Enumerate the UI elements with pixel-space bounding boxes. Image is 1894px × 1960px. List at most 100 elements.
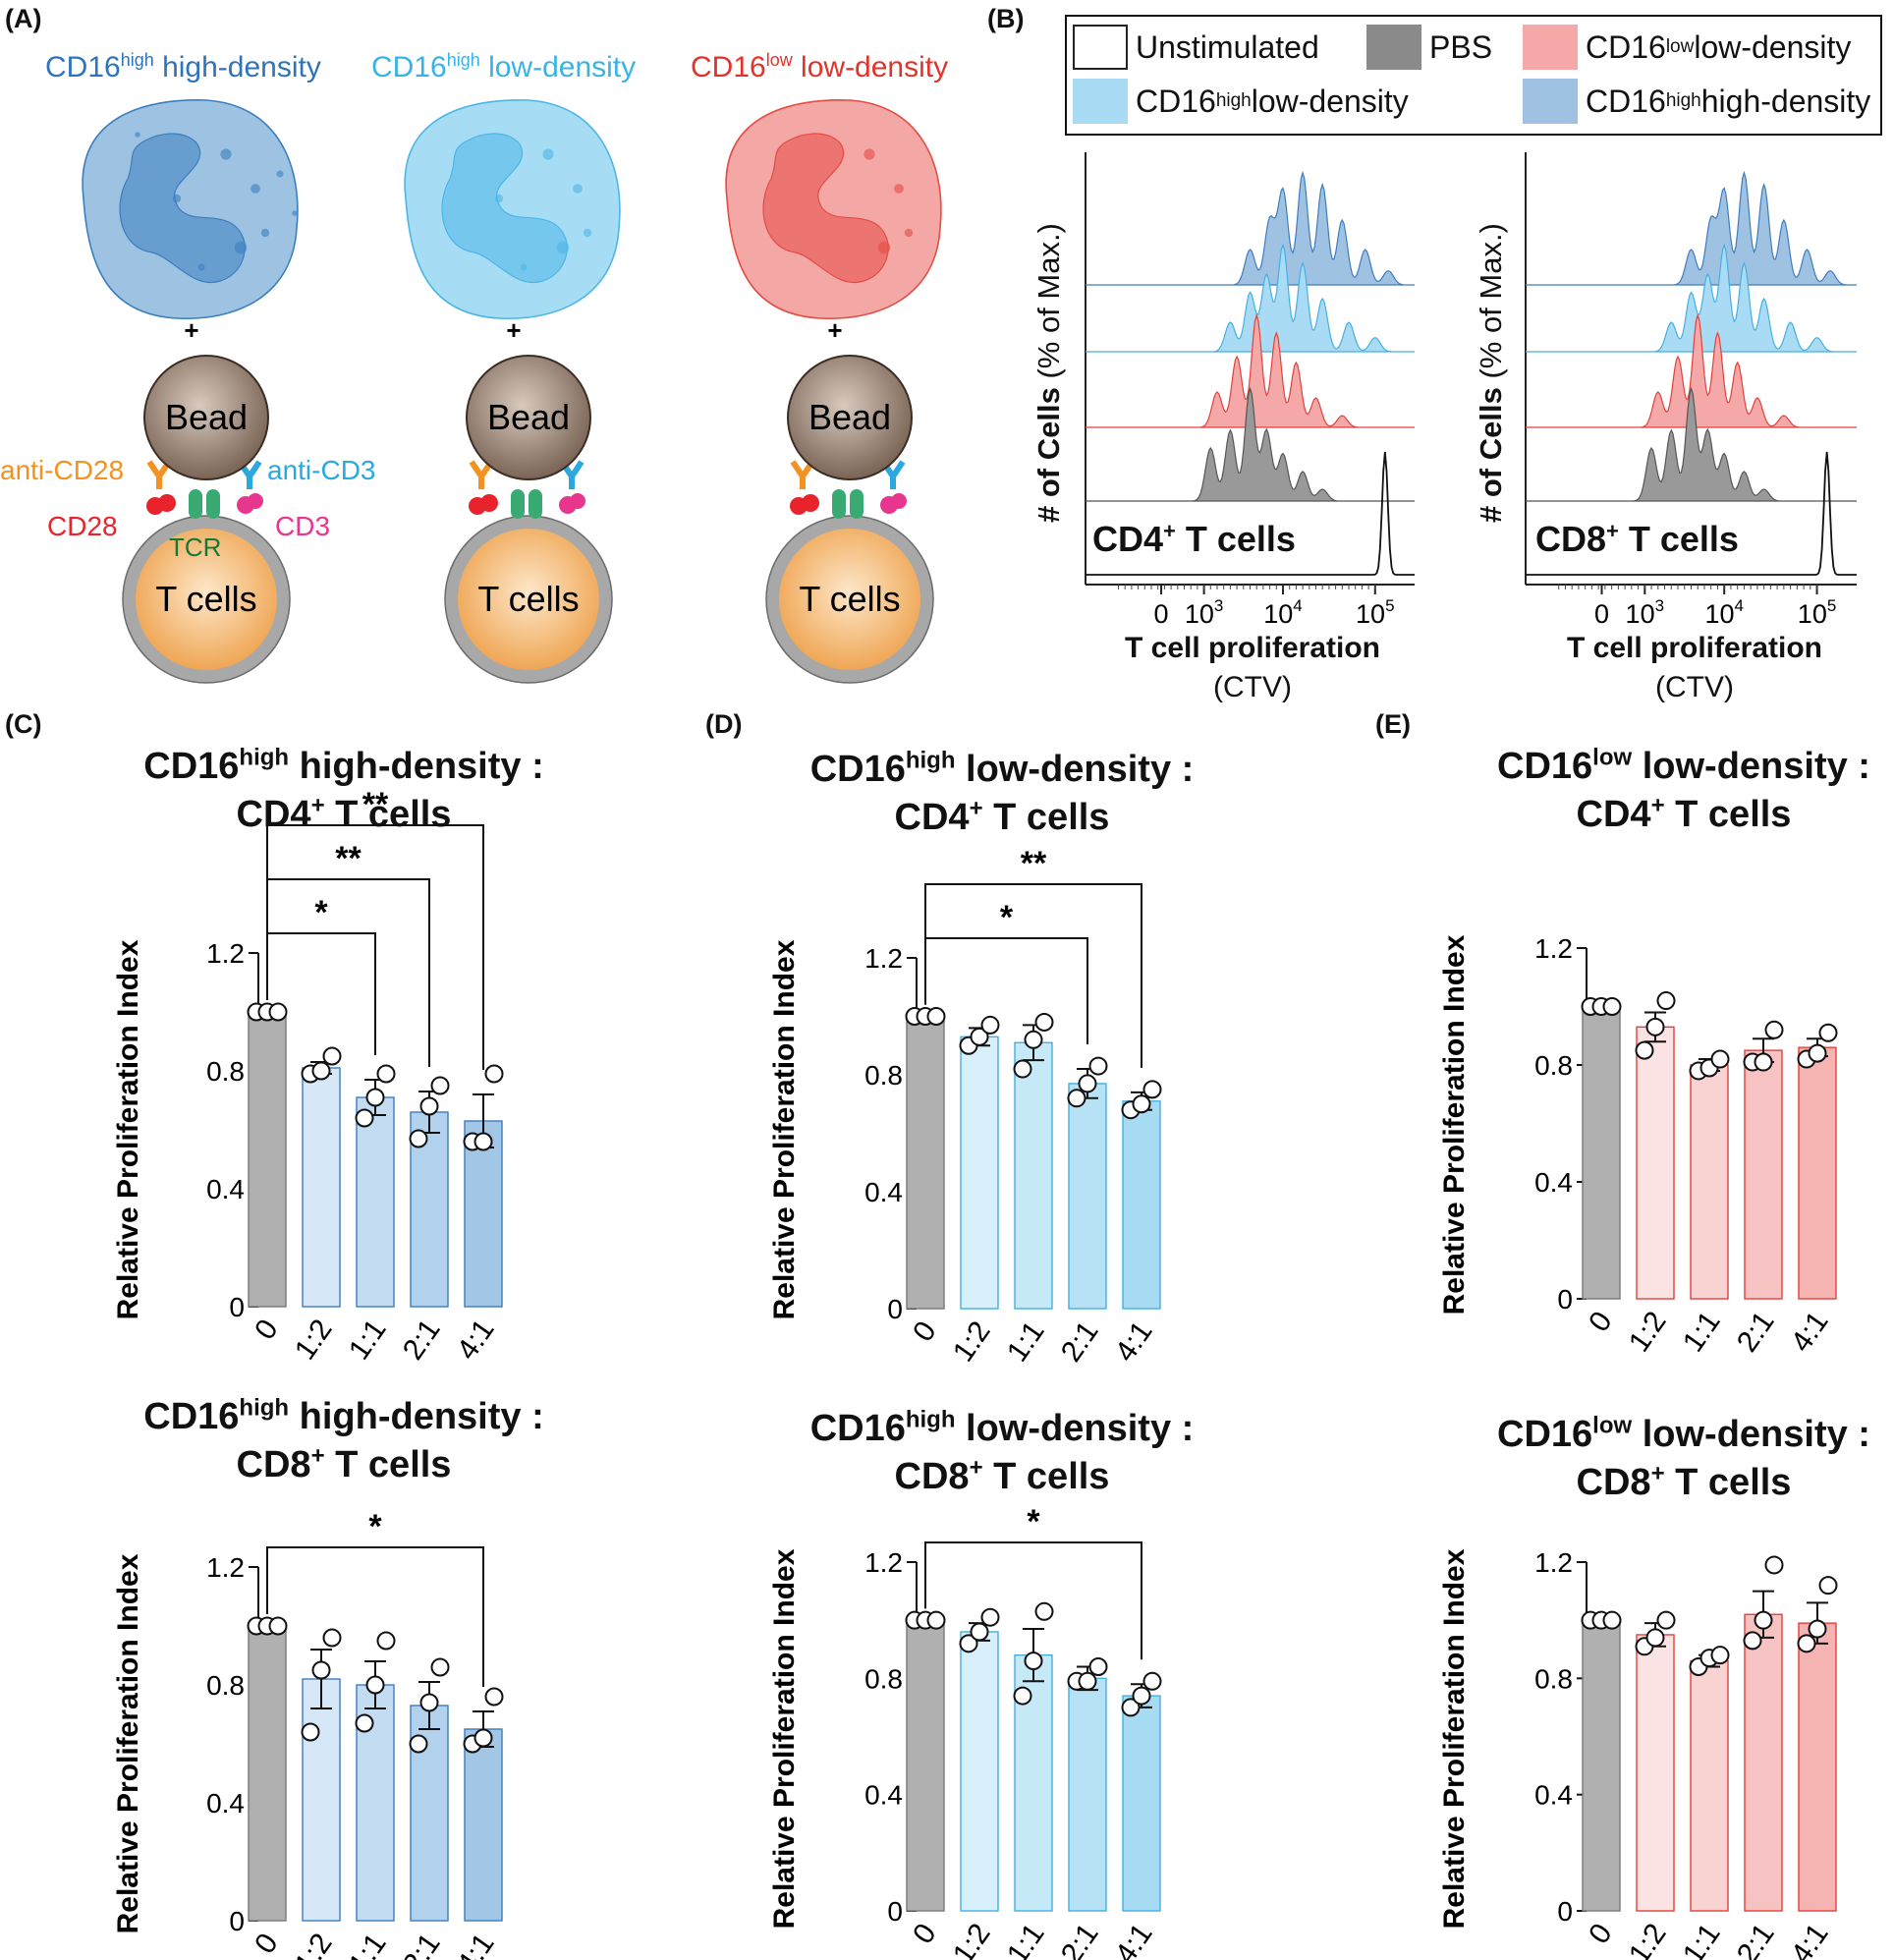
significance-bracket xyxy=(266,932,376,1055)
significance-bracket xyxy=(924,1541,1142,1660)
x-tick-label: 0 xyxy=(1583,1306,1619,1338)
x-tick-label: 0 xyxy=(907,1918,943,1950)
y-tick-label: 0 xyxy=(1557,1284,1573,1315)
y-tick-label: 0.4 xyxy=(864,1780,903,1811)
granule xyxy=(251,184,260,194)
data-point xyxy=(1635,1040,1654,1060)
receptor-group xyxy=(146,460,263,519)
x-tick-label: 1:1 xyxy=(343,1314,393,1366)
granule xyxy=(542,148,554,160)
y-tick-label: 0 xyxy=(229,1906,245,1936)
data-point xyxy=(1121,1698,1141,1717)
bar xyxy=(1798,1622,1837,1912)
data-point xyxy=(365,1088,385,1107)
bar xyxy=(464,1120,503,1308)
chart-title-d-cd4: CD16high low-density : CD4+ T cells xyxy=(809,747,1195,838)
data-point xyxy=(474,1132,493,1151)
legend-item-low-low: CD16 low low-density xyxy=(1523,25,1851,70)
receptor-group xyxy=(469,460,585,519)
legend-item-unstimulated: Unstimulated xyxy=(1073,25,1319,70)
x-tick-label: 4:1 xyxy=(1109,1918,1159,1960)
y-axis-label: Relative Proliferation Index xyxy=(768,939,801,1319)
data-point xyxy=(1645,1628,1665,1648)
bar xyxy=(1798,1046,1837,1300)
tcr-receptor xyxy=(189,489,202,519)
x-tick-label: 1:2 xyxy=(289,1928,339,1960)
bar xyxy=(1582,1005,1621,1300)
panel-label-a: (A) xyxy=(5,4,42,33)
x-tick-label: 1:1 xyxy=(1677,1918,1727,1960)
significance-label: ** xyxy=(335,840,362,877)
tcr-receptor xyxy=(529,489,542,519)
cd28-receptor xyxy=(158,494,176,512)
significance-label: ** xyxy=(362,786,389,823)
data-point xyxy=(365,1675,385,1695)
data-point xyxy=(301,1722,320,1742)
bead xyxy=(143,355,269,480)
t-cell-body xyxy=(458,529,599,670)
chart-title-c-cd4: CD16high high-density : CD4+ T cells xyxy=(143,744,544,835)
y-tick-label: 1.2 xyxy=(864,1547,903,1578)
bar xyxy=(1636,1026,1675,1300)
data-point xyxy=(355,1713,374,1733)
neutrophil-1 xyxy=(82,99,299,320)
legend-swatch xyxy=(1073,25,1128,70)
receptor-group xyxy=(790,460,907,519)
neutrophil-membrane xyxy=(404,99,621,320)
histogram-trace xyxy=(1526,386,1857,502)
x-tick-label: 0 xyxy=(1583,1918,1619,1950)
data-point xyxy=(322,1628,342,1648)
data-point xyxy=(1034,1012,1054,1032)
cell-title-low-low-density: CD16low low-density xyxy=(691,50,949,84)
granule xyxy=(292,210,298,216)
bar xyxy=(1122,1695,1161,1912)
granule xyxy=(894,184,904,194)
data-point xyxy=(1024,1652,1043,1671)
data-point xyxy=(1797,1634,1816,1653)
granule xyxy=(520,263,528,271)
y-tick-label: 0 xyxy=(887,1896,903,1927)
data-point xyxy=(1656,1610,1676,1630)
granule xyxy=(197,263,205,271)
x-tick-label: 1:1 xyxy=(343,1928,393,1960)
plus-sign: + xyxy=(184,315,198,345)
y-tick-label: 0.8 xyxy=(206,1056,245,1087)
data-point xyxy=(1818,1023,1838,1042)
tcr-receptor xyxy=(206,489,220,519)
bar xyxy=(1744,1049,1783,1300)
x-tick-label: 2:1 xyxy=(1055,1918,1105,1960)
x-tick-label: 1:1 xyxy=(1001,1918,1051,1960)
data-point xyxy=(1078,1671,1097,1691)
bar xyxy=(960,1631,999,1912)
t-cell-label: T cells xyxy=(799,579,900,619)
significance-label: * xyxy=(368,1508,382,1545)
y-tick-label: 1.2 xyxy=(206,1552,245,1583)
anti-cd28-antibody xyxy=(790,460,815,489)
data-point xyxy=(1743,1631,1762,1651)
y-axis-label: Relative Proliferation Index xyxy=(112,939,144,1319)
data-point xyxy=(409,1129,428,1148)
neutrophil-2 xyxy=(404,99,621,320)
data-point xyxy=(419,1096,439,1116)
significance-label: * xyxy=(1000,899,1014,936)
y-tick-label: 0.8 xyxy=(864,1060,903,1091)
bar xyxy=(906,1015,945,1310)
panel-label-b: (B) xyxy=(987,4,1025,33)
nucleus xyxy=(762,133,889,284)
cd3-label: CD3 xyxy=(275,511,330,541)
granule xyxy=(494,194,504,203)
cell-title-high-low-density: CD16high low-density xyxy=(371,50,637,84)
anti-cd28-antibody xyxy=(146,460,172,489)
data-point xyxy=(970,1027,989,1046)
data-point xyxy=(1078,1074,1097,1093)
granule xyxy=(863,148,875,160)
neutrophil-3 xyxy=(725,99,942,320)
data-point xyxy=(1754,1610,1773,1630)
t-cell-label: T cells xyxy=(155,579,256,619)
histogram-trace xyxy=(1086,243,1415,353)
significance-bracket xyxy=(266,1546,484,1687)
data-point xyxy=(409,1734,428,1754)
